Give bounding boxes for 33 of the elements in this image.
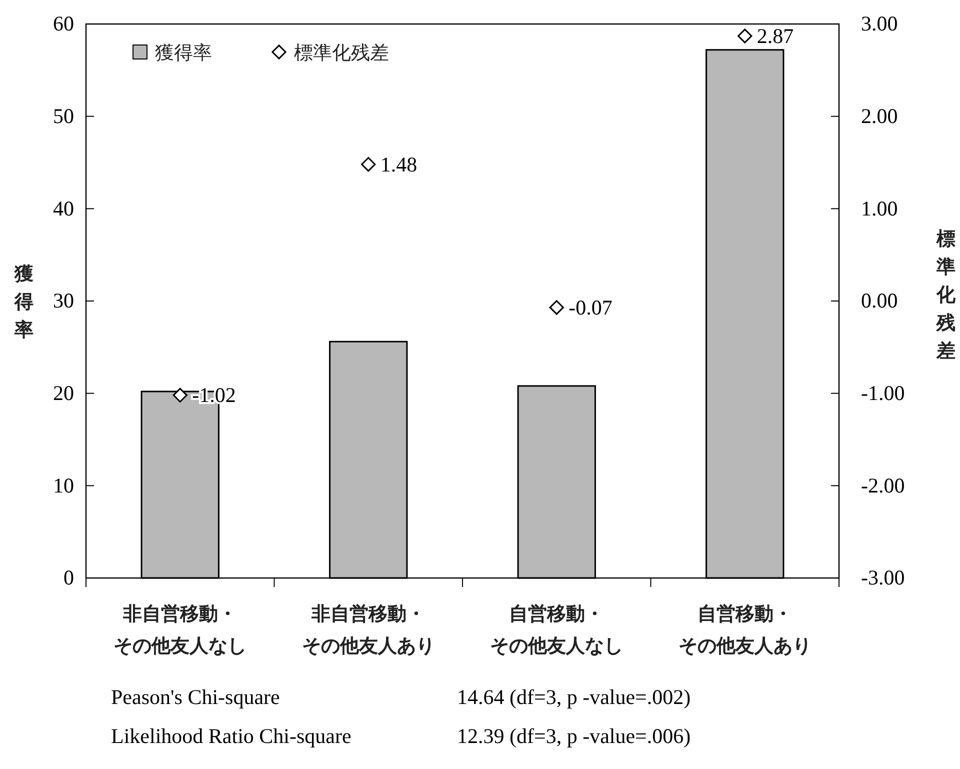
- y2-tick-label: 1.00: [861, 196, 898, 220]
- text: 12.39 (df=3, p -value=.006): [457, 724, 691, 748]
- data-label: 1.48: [380, 152, 418, 176]
- y-tick-label: 30: [53, 288, 74, 313]
- y2-tick-label: -1.00: [861, 381, 905, 406]
- x-tick-label: 自営移動・その他友人あり: [678, 603, 812, 657]
- y2-tick-label: -3.00: [861, 566, 905, 590]
- data-label: -0.07: [568, 295, 612, 320]
- y2-tick-label: 2.00: [861, 104, 898, 128]
- y-tick-label: 60: [53, 12, 74, 36]
- y2-tick-label: -2.00: [861, 473, 905, 498]
- y-tick-label: 10: [53, 473, 74, 498]
- legend-label: 獲得率: [155, 42, 212, 64]
- point: [549, 300, 564, 315]
- y-axis-title: 獲得率: [14, 263, 34, 341]
- point: [172, 388, 188, 402]
- y-tick-label: 40: [53, 196, 74, 220]
- legend-label: 標準化残差: [294, 42, 389, 64]
- text: Likelihood Ratio Chi-square: [111, 724, 352, 748]
- y2-tick-label: 0.00: [861, 288, 898, 313]
- y-tick-label: 20: [53, 381, 74, 406]
- text: 14.64 (df=3, p -value=.002): [457, 685, 691, 709]
- y2-tick-label: 3.00: [861, 12, 898, 36]
- data-label: 2.87: [756, 24, 794, 48]
- y-tick-label: 0: [64, 566, 74, 590]
- x-tick-label: 非自営移動・その他友人あり: [302, 603, 435, 657]
- point: [361, 157, 376, 172]
- y-tick-label: 50: [53, 104, 74, 128]
- point: [738, 28, 752, 44]
- x-tick-label: 非自営移動・その他友人なし: [114, 603, 247, 657]
- y2-axis-title: 標準化残差: [936, 228, 956, 362]
- text: Peason's Chi-square: [111, 685, 280, 709]
- x-tick-label: 自営移動・その他友人なし: [490, 603, 624, 657]
